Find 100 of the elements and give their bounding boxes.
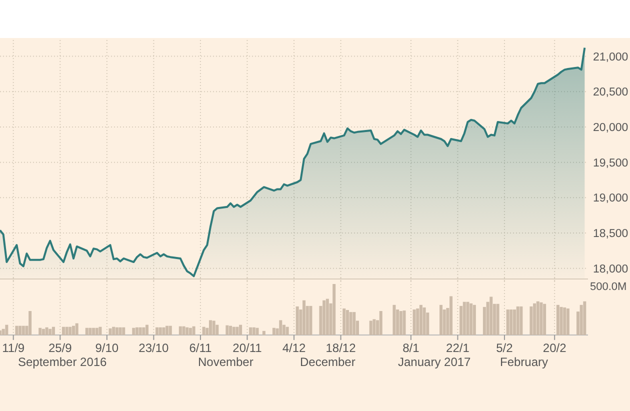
text: February bbox=[500, 355, 548, 369]
bar bbox=[249, 327, 252, 335]
y-tick-label: 19,500 bbox=[593, 157, 628, 170]
bar bbox=[470, 303, 473, 335]
bar bbox=[256, 328, 259, 335]
bar bbox=[208, 320, 212, 335]
x-tick-label: 11/9 bbox=[2, 341, 25, 355]
bar bbox=[95, 328, 98, 335]
x-tick-label: 6/11 bbox=[189, 341, 212, 355]
bar bbox=[462, 302, 466, 335]
x-tick-label: 5/2 bbox=[496, 341, 514, 355]
bar bbox=[72, 326, 75, 335]
bar bbox=[38, 328, 42, 335]
bar bbox=[450, 296, 453, 335]
bar bbox=[88, 328, 92, 335]
bar bbox=[162, 327, 166, 335]
bar bbox=[416, 308, 420, 335]
bar bbox=[112, 326, 116, 335]
text: 500.0M bbox=[590, 280, 627, 293]
bar bbox=[226, 325, 229, 335]
bar bbox=[422, 307, 426, 335]
bar bbox=[543, 304, 546, 335]
bar bbox=[533, 303, 536, 335]
bar bbox=[142, 327, 146, 335]
bar bbox=[188, 328, 192, 335]
bar bbox=[309, 306, 312, 335]
bar bbox=[22, 326, 25, 335]
bar bbox=[135, 327, 138, 335]
text: November bbox=[198, 355, 254, 369]
bar bbox=[419, 304, 422, 335]
x-tick-label: 22/1 bbox=[446, 341, 470, 355]
bar bbox=[506, 310, 510, 335]
bar bbox=[530, 306, 533, 335]
text: September 2016 bbox=[18, 355, 108, 369]
bar bbox=[166, 326, 169, 335]
x-tick-label: 8/1 bbox=[402, 341, 420, 355]
bar bbox=[212, 320, 216, 335]
bar bbox=[286, 326, 289, 335]
bar bbox=[18, 326, 22, 335]
bar bbox=[262, 330, 266, 335]
bar bbox=[75, 323, 78, 335]
bar bbox=[392, 304, 396, 335]
bar bbox=[15, 326, 18, 335]
x-tick-label: 9/10 bbox=[95, 341, 119, 355]
bar bbox=[216, 324, 219, 335]
bar bbox=[28, 311, 32, 335]
bar bbox=[236, 326, 239, 335]
bar bbox=[352, 312, 356, 335]
bar bbox=[65, 326, 68, 335]
bar bbox=[440, 304, 442, 335]
bar bbox=[85, 328, 88, 335]
bar bbox=[472, 304, 476, 335]
bar bbox=[460, 306, 463, 335]
y-tick-label: 21,000 bbox=[593, 51, 628, 64]
x-tick-label: 20/2 bbox=[542, 341, 567, 355]
y-tick-label: 18,500 bbox=[593, 228, 628, 240]
bar bbox=[48, 328, 52, 335]
bar bbox=[186, 327, 189, 335]
bar bbox=[516, 306, 520, 335]
bar bbox=[115, 327, 118, 335]
text: December bbox=[300, 355, 356, 369]
bar bbox=[232, 326, 236, 335]
bar bbox=[272, 328, 276, 335]
bar bbox=[536, 301, 540, 335]
bar bbox=[132, 328, 136, 335]
bar bbox=[379, 311, 382, 335]
bar bbox=[510, 310, 513, 335]
bar bbox=[92, 328, 96, 335]
bar bbox=[566, 308, 570, 335]
bar bbox=[302, 300, 306, 335]
bar bbox=[369, 320, 372, 335]
bar bbox=[202, 326, 206, 335]
bar bbox=[178, 326, 182, 335]
bar bbox=[583, 301, 586, 335]
bar bbox=[326, 298, 329, 335]
bar bbox=[296, 306, 299, 335]
bar bbox=[496, 304, 500, 335]
bar bbox=[372, 319, 376, 335]
x-tick-label: 20/11 bbox=[232, 341, 262, 355]
bar bbox=[322, 300, 326, 335]
bar bbox=[68, 326, 72, 335]
bar bbox=[192, 326, 196, 335]
x-tick-label: 18/12 bbox=[326, 341, 356, 355]
bar bbox=[412, 310, 416, 335]
y-tick-label: 20,500 bbox=[593, 86, 628, 99]
bar bbox=[229, 326, 232, 335]
x-tick-label: 4/12 bbox=[282, 341, 306, 355]
bar bbox=[252, 327, 256, 335]
bar bbox=[580, 304, 583, 335]
bar bbox=[279, 320, 282, 335]
x-tick-label: 23/10 bbox=[138, 341, 170, 355]
bar bbox=[108, 328, 112, 335]
bar bbox=[346, 310, 349, 335]
y-tick-label: 20,000 bbox=[593, 122, 628, 134]
bar bbox=[62, 326, 65, 335]
y-tick-label: 18,000 bbox=[593, 263, 628, 276]
bar bbox=[98, 326, 102, 335]
bar bbox=[2, 328, 5, 335]
bar bbox=[332, 284, 336, 335]
bar bbox=[158, 327, 162, 335]
